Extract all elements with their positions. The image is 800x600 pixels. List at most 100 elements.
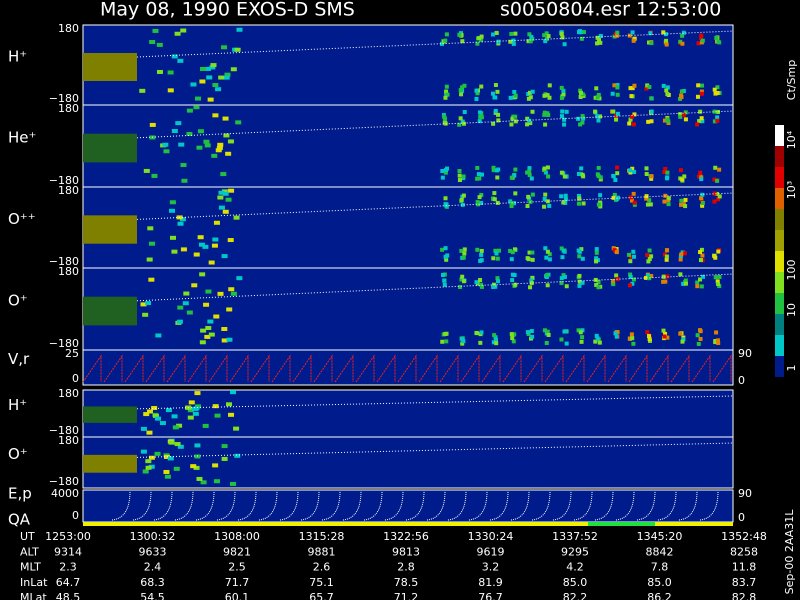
spectral-blob [192, 411, 199, 416]
spectral-blob [611, 109, 616, 114]
colorbar-segment [775, 125, 784, 146]
spectral-blob [579, 339, 584, 344]
sawtooth [313, 354, 333, 383]
spectral-blob [699, 284, 704, 289]
spectral-blob [221, 189, 228, 194]
spectral-blob [714, 35, 719, 40]
spectral-blob [597, 340, 602, 345]
spectral-blob [562, 174, 567, 179]
early-block [83, 454, 137, 473]
spectral-blob [479, 252, 484, 257]
spectral-blob [479, 84, 484, 89]
spectral-blob [645, 83, 650, 88]
spectral-blob [645, 273, 650, 278]
spectral-blob [598, 34, 603, 39]
sawtooth [124, 354, 144, 383]
spectral-blob [631, 277, 636, 282]
spectral-blob [628, 170, 633, 175]
spectral-blob [493, 109, 498, 114]
colorbar-segment [775, 356, 784, 377]
spectral-blob [630, 86, 635, 91]
spectral-blob [495, 276, 500, 281]
panel [82, 24, 734, 106]
spectral-blob [151, 173, 158, 178]
spectral-blob [576, 171, 581, 176]
spectral-blob [630, 166, 635, 171]
spectral-blob [233, 426, 240, 431]
spectral-blob [577, 279, 582, 284]
spectral-blob [440, 41, 445, 46]
spectral-blob [612, 248, 617, 253]
spectral-blob [615, 92, 620, 97]
spectral-blob [511, 41, 516, 46]
spectral-blob [460, 202, 465, 207]
spectral-blob [578, 94, 583, 99]
spectral-blob [171, 54, 178, 59]
spectral-blob [525, 203, 530, 208]
spectral-blob [644, 275, 649, 280]
spectral-blob [596, 92, 601, 97]
spectral-blob [578, 330, 583, 335]
spectral-blob [198, 242, 205, 247]
spectral-blob [495, 175, 500, 180]
energy-sweep [321, 490, 341, 521]
spectral-blob [661, 328, 666, 333]
trace-line [136, 273, 734, 302]
spectral-blob [213, 314, 220, 319]
sawtooth [670, 354, 690, 383]
spectral-blob [644, 196, 649, 201]
y-tick-label: −180 [49, 174, 79, 187]
spectral-blob [479, 248, 484, 253]
spectral-blob [697, 119, 702, 124]
spectral-blob [627, 336, 632, 341]
spectral-blob [578, 88, 583, 93]
spectral-blob [179, 217, 186, 222]
spectral-blob [492, 333, 497, 338]
cell: 8258 [730, 545, 758, 558]
spectral-blob [461, 193, 466, 198]
colorbar-segment [775, 314, 784, 335]
energy-sweep [531, 490, 551, 521]
spectral-blob [644, 86, 649, 91]
cell: 54.5 [140, 591, 165, 600]
spectral-blob [491, 121, 496, 126]
y-tick-label: −180 [49, 92, 79, 105]
spectral-blob [461, 339, 466, 344]
spectral-blob [474, 331, 479, 336]
row-label: MLT [20, 561, 41, 574]
spectral-blob [169, 208, 176, 213]
spectral-blob [682, 251, 687, 256]
spectral-blob [679, 252, 684, 257]
spectral-blob [545, 283, 550, 288]
spectral-blob [176, 319, 183, 324]
trace-line [136, 395, 734, 410]
spectral-blob [459, 92, 464, 97]
spectral-blob [221, 254, 228, 259]
spectral-blob [679, 202, 684, 207]
sawtooth [82, 354, 102, 383]
spectral-blob [459, 197, 464, 202]
energy-sweep [468, 490, 488, 521]
panel-label: E,p [8, 485, 32, 503]
spectral-blob [598, 40, 603, 45]
spectral-blob [628, 195, 633, 200]
y2-tick-label: 0 [738, 511, 745, 524]
spectral-blob [218, 190, 225, 195]
spectral-blob [477, 36, 482, 41]
spectral-blob [191, 406, 198, 411]
spectral-blob [678, 114, 683, 119]
energy-sweep [699, 490, 719, 521]
spectral-blob [223, 133, 230, 138]
spectral-blob [580, 256, 585, 261]
sawtooth [565, 354, 585, 383]
spectral-blob [529, 34, 534, 39]
cell: 9295 [561, 545, 589, 558]
spectral-blob [495, 89, 500, 94]
spectral-blob [579, 36, 584, 41]
spectral-blob [440, 247, 445, 252]
colorbar-segment [775, 335, 784, 356]
spectral-blob [615, 330, 620, 335]
spectral-blob [681, 112, 686, 117]
spectral-blob [700, 119, 705, 124]
spectral-blob [479, 115, 484, 120]
